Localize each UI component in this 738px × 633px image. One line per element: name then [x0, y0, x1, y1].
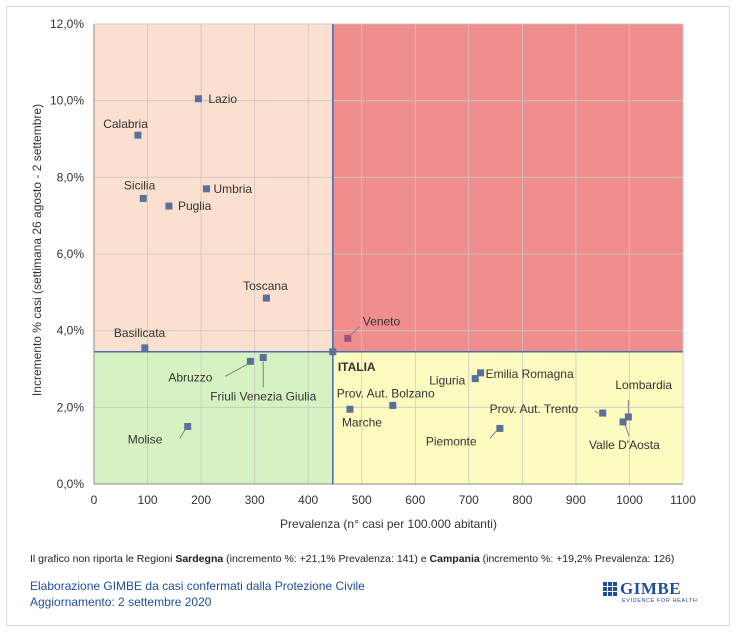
- point-label-abruzzo: Abruzzo: [168, 370, 212, 384]
- point-label-friuli-venezia-giulia: Friuli Venezia Giulia: [210, 390, 316, 404]
- point-label-lazio: Lazio: [208, 92, 237, 106]
- point-label-veneto: Veneto: [363, 314, 401, 328]
- y-tick-label: 4,0%: [57, 324, 85, 338]
- y-tick-label: 12,0%: [50, 17, 84, 31]
- x-tick-label: 800: [512, 493, 532, 507]
- source-note: Elaborazione GIMBE da casi confermati da…: [30, 578, 365, 610]
- x-tick-label: 1100: [670, 493, 696, 507]
- leader-line-veneto: [349, 325, 361, 337]
- x-tick-label: 900: [566, 493, 586, 507]
- point-label-valle-d-aosta: Valle D'Aosta: [589, 438, 660, 452]
- x-axis-title: Prevalenza (n° casi per 100.000 abitanti…: [280, 517, 497, 531]
- logo-tagline: EVIDENCE FOR HEALTH: [622, 598, 698, 604]
- point-label-prov-aut-bolzano: Prov. Aut. Bolzano: [337, 386, 435, 400]
- point-prov-aut-trento: [599, 409, 607, 417]
- leader-line-valle-d-aosta: [624, 424, 630, 437]
- point-prov-aut-bolzano: [389, 401, 397, 409]
- x-tick-label: 700: [459, 493, 479, 507]
- quadrant-top-left: [94, 24, 333, 352]
- footnote: Il grafico non riporta le Regioni Sardeg…: [30, 553, 675, 565]
- point-label-toscana: Toscana: [243, 279, 288, 293]
- point-molise: [184, 423, 192, 430]
- y-tick-label: 2,0%: [57, 400, 85, 414]
- leader-line-prov-aut-trento: [594, 410, 599, 414]
- point-friuli-venezia-giulia: [259, 354, 267, 361]
- point-valle-d-aosta: [619, 418, 627, 426]
- x-tick-label: 100: [138, 493, 158, 507]
- point-piemonte: [496, 424, 504, 432]
- x-tick-label: 300: [245, 493, 265, 507]
- point-label-sicilia: Sicilia: [124, 178, 156, 192]
- point-label-basilicata: Basilicata: [114, 326, 166, 340]
- quadrant-bottom-left: [94, 351, 333, 484]
- point-toscana: [262, 294, 270, 302]
- x-tick-label: 400: [298, 493, 318, 507]
- point-label-liguria: Liguria: [429, 374, 465, 388]
- point-label-puglia: Puglia: [178, 199, 212, 213]
- x-tick-label: 200: [191, 493, 211, 507]
- x-tick-label: 1000: [616, 493, 643, 507]
- point-label-piemonte: Piemonte: [426, 434, 477, 448]
- x-tick-label: 0: [91, 493, 98, 507]
- gimbe-logo: GIMBE EVIDENCE FOR HEALTH: [602, 579, 712, 605]
- italia-marker: [329, 348, 337, 356]
- point-label-lombardia: Lombardia: [615, 378, 672, 392]
- y-tick-label: 0,0%: [57, 477, 85, 491]
- logo-grid-icon: [602, 581, 617, 596]
- point-sicilia: [139, 194, 147, 202]
- leader-line-piemonte: [489, 430, 498, 439]
- y-axis-title: Incremento % casi (settimana 26 agosto -…: [30, 104, 44, 396]
- logo-name: GIMBE: [620, 579, 682, 598]
- point-calabria: [134, 131, 142, 139]
- source-line-2: Aggiornamento: 2 settembre 2020: [30, 595, 212, 609]
- quadrant-bottom-right: [332, 351, 683, 484]
- scatter-chart: 0 100 200 300 400 500 600 700 800 900 1000 1100 0,0%…: [30, 17, 696, 531]
- point-label-prov-aut-trento: Prov. Aut. Trento: [490, 402, 579, 416]
- leader-line-abruzzo: [225, 363, 248, 377]
- point-label-marche: Marche: [342, 415, 382, 429]
- point-veneto: [344, 334, 352, 342]
- point-label-calabria: Calabria: [103, 117, 148, 131]
- point-lombardia: [624, 413, 632, 421]
- x-tick-label: 500: [352, 493, 372, 507]
- y-tick-label: 6,0%: [57, 247, 85, 261]
- point-label-umbria: Umbria: [213, 182, 252, 196]
- point-emilia-romagna: [477, 369, 485, 377]
- point-puglia: [165, 202, 173, 210]
- y-tick-label: 8,0%: [57, 170, 85, 184]
- point-label-molise: Molise: [128, 433, 163, 447]
- leader-line-molise: [179, 428, 187, 439]
- point-abruzzo: [246, 357, 254, 365]
- italia-label: ITALIA: [338, 360, 376, 374]
- quadrant-top-right: [332, 24, 683, 352]
- source-line-1: Elaborazione GIMBE da casi confermati da…: [30, 579, 365, 593]
- point-marche: [346, 405, 354, 413]
- point-umbria: [202, 185, 210, 193]
- x-tick-label: 600: [405, 493, 425, 507]
- y-tick-label: 10,0%: [50, 94, 84, 108]
- point-label-emilia-romagna: Emilia Romagna: [486, 367, 574, 381]
- point-basilicata: [141, 344, 149, 352]
- point-lazio: [194, 95, 202, 103]
- point-liguria: [471, 375, 479, 383]
